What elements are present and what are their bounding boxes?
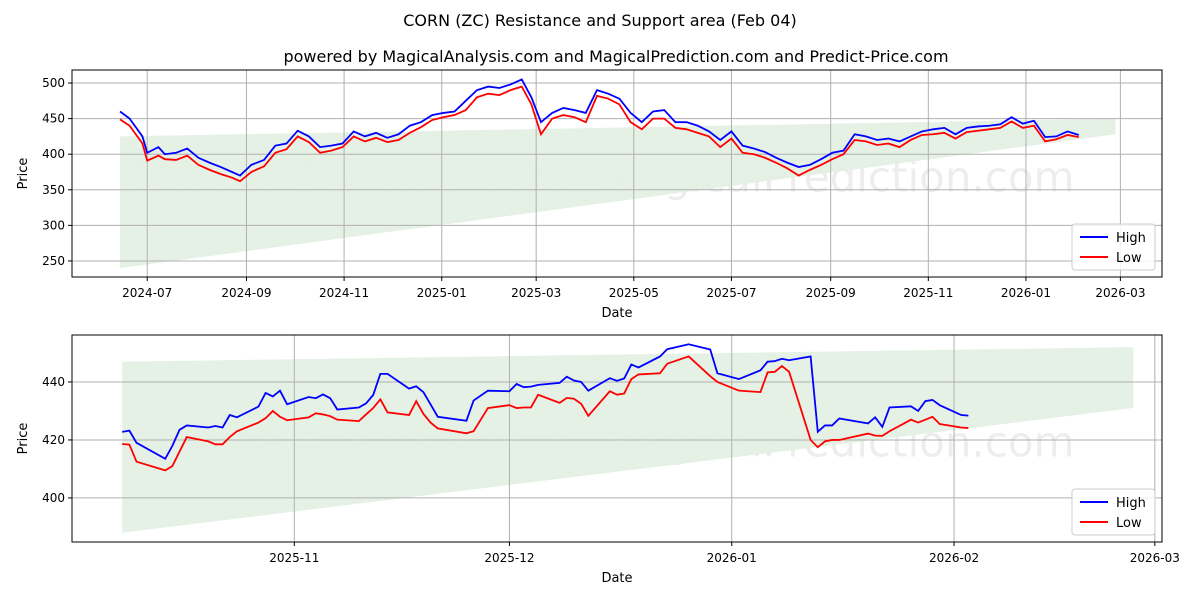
y-tick-label: 420 (42, 433, 65, 447)
plot-frame (71, 334, 1163, 543)
chart-title: CORN (ZC) Resistance and Support area (F… (403, 11, 797, 30)
bottom-chart: MagicalAnalysis.comMagicalPrediction.com… (16, 334, 1180, 586)
y-tick-label: 400 (42, 147, 65, 161)
legend-label: Low (1116, 251, 1142, 266)
x-tick-label: 2024-11 (319, 286, 369, 300)
x-tick-label: 2025-11 (903, 286, 953, 300)
y-axis-label: Price (16, 158, 31, 190)
x-tick-label: 2025-07 (706, 286, 756, 300)
legend-label: High (1116, 496, 1146, 511)
x-tick-label: 2025-01 (417, 286, 467, 300)
y-tick-label: 500 (42, 76, 65, 90)
x-tick-label: 2024-09 (221, 286, 271, 300)
support-resistance-band (120, 118, 1116, 269)
high-series-line (119, 78, 1080, 177)
y-tick-label: 400 (42, 491, 65, 505)
y-tick-label: 250 (42, 254, 65, 268)
legend: High Low (1071, 488, 1156, 536)
x-tick-label: 2025-11 (269, 551, 319, 565)
legend-box (1071, 223, 1156, 271)
legend-label: High (1116, 231, 1146, 246)
legend-label: Low (1116, 516, 1142, 531)
x-tick-label: 2025-09 (806, 286, 856, 300)
x-tick-label: 2026-03 (1095, 286, 1145, 300)
x-tick-label: 2025-05 (609, 286, 659, 300)
low-series-line (119, 85, 1079, 183)
x-tick-label: 2024-07 (122, 286, 172, 300)
x-tick-label: 2026-01 (707, 551, 757, 565)
plot-frame (71, 69, 1163, 278)
top-chart: MagicalAnalysis.comMagicalPrediction.com… (16, 69, 1163, 321)
y-axis-label: Price (16, 423, 31, 455)
x-tick-label: 2026-01 (1001, 286, 1051, 300)
legend: High Low (1071, 223, 1156, 271)
x-axis-label: Date (601, 306, 632, 321)
y-tick-label: 300 (42, 218, 65, 232)
low-series-line (122, 355, 969, 472)
x-axis-label: Date (601, 571, 632, 586)
x-tick-label: 2025-03 (511, 286, 561, 300)
y-tick-label: 440 (42, 375, 65, 389)
chart-subtitle: powered by MagicalAnalysis.com and Magic… (283, 47, 948, 66)
legend-box (1071, 488, 1156, 536)
x-tick-label: 2025-12 (484, 551, 534, 565)
y-tick-label: 350 (42, 183, 65, 197)
x-tick-label: 2026-03 (1130, 551, 1180, 565)
y-tick-label: 450 (42, 112, 65, 126)
x-tick-label: 2026-02 (929, 551, 979, 565)
high-series-line (122, 343, 969, 461)
